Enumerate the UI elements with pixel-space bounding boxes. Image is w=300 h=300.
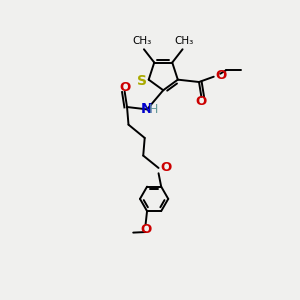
Text: N: N [141, 102, 153, 116]
Text: H: H [149, 103, 158, 116]
Text: CH₃: CH₃ [174, 36, 194, 46]
Text: O: O [196, 94, 207, 108]
Text: O: O [216, 69, 227, 82]
Text: S: S [137, 74, 147, 88]
Text: CH₃: CH₃ [133, 36, 152, 46]
Text: O: O [140, 223, 151, 236]
Text: O: O [160, 161, 172, 174]
Text: O: O [119, 81, 130, 94]
